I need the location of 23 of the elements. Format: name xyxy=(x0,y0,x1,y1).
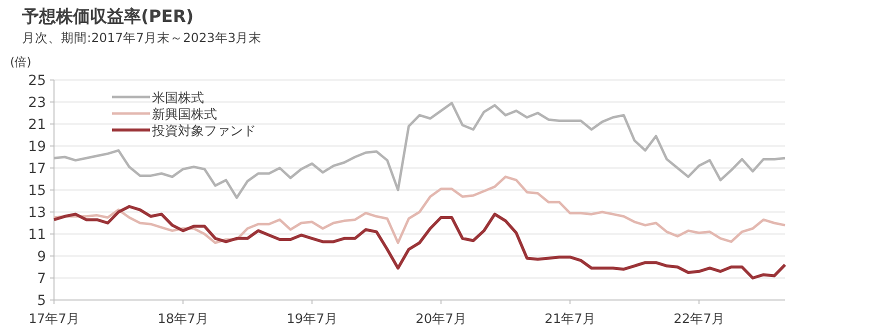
y-tick-label: 25 xyxy=(28,73,46,89)
legend-label: 米国株式 xyxy=(152,91,204,106)
y-tick-label: 7 xyxy=(37,271,46,287)
x-tick-label: 20年7月 xyxy=(416,312,466,327)
x-tick-label: 19年7月 xyxy=(286,312,338,327)
y-tick-label: 5 xyxy=(37,293,46,309)
y-axis-title: (倍) xyxy=(10,55,32,69)
y-tick-label: 13 xyxy=(28,205,46,221)
y-tick-label: 17 xyxy=(28,161,46,177)
legend-label: 投資対象ファンド xyxy=(151,123,256,139)
x-tick-label: 22年7月 xyxy=(674,312,724,327)
chart-title: 予想株価収益率(PER) xyxy=(21,7,194,27)
chart-subtitle: 月次、期間:2017年7月末～2023年3月末 xyxy=(22,30,262,45)
x-tick-label: 17年7月 xyxy=(28,312,80,327)
y-tick-label: 19 xyxy=(28,139,46,155)
y-tick-label: 21 xyxy=(28,117,46,133)
x-tick-label: 18年7月 xyxy=(158,312,208,327)
y-tick-label: 11 xyxy=(28,227,46,243)
y-tick-label: 15 xyxy=(28,183,46,199)
y-tick-label: 23 xyxy=(28,95,46,111)
y-tick-label: 9 xyxy=(37,249,46,265)
legend-label: 新興国株式 xyxy=(152,108,217,122)
x-tick-label: 21年7月 xyxy=(544,312,596,327)
